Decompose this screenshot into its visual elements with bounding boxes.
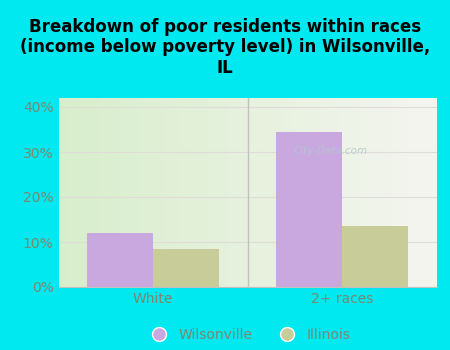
Text: City-Data.com: City-Data.com bbox=[293, 146, 368, 156]
Bar bbox=[276, 132, 342, 287]
Bar bbox=[342, 226, 408, 287]
Text: Breakdown of poor residents within races
(income below poverty level) in Wilsonv: Breakdown of poor residents within races… bbox=[20, 18, 430, 77]
Bar bbox=[153, 249, 219, 287]
Legend: Wilsonville, Illinois: Wilsonville, Illinois bbox=[139, 322, 356, 348]
Bar bbox=[87, 233, 153, 287]
